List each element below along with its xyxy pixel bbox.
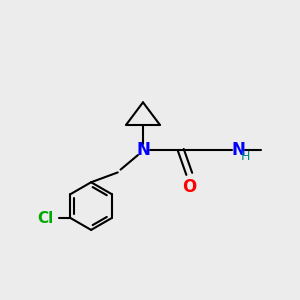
Text: Cl: Cl — [38, 211, 54, 226]
Text: N: N — [136, 141, 150, 159]
Text: N: N — [231, 141, 245, 159]
Text: H: H — [241, 150, 250, 163]
Text: O: O — [182, 178, 196, 196]
